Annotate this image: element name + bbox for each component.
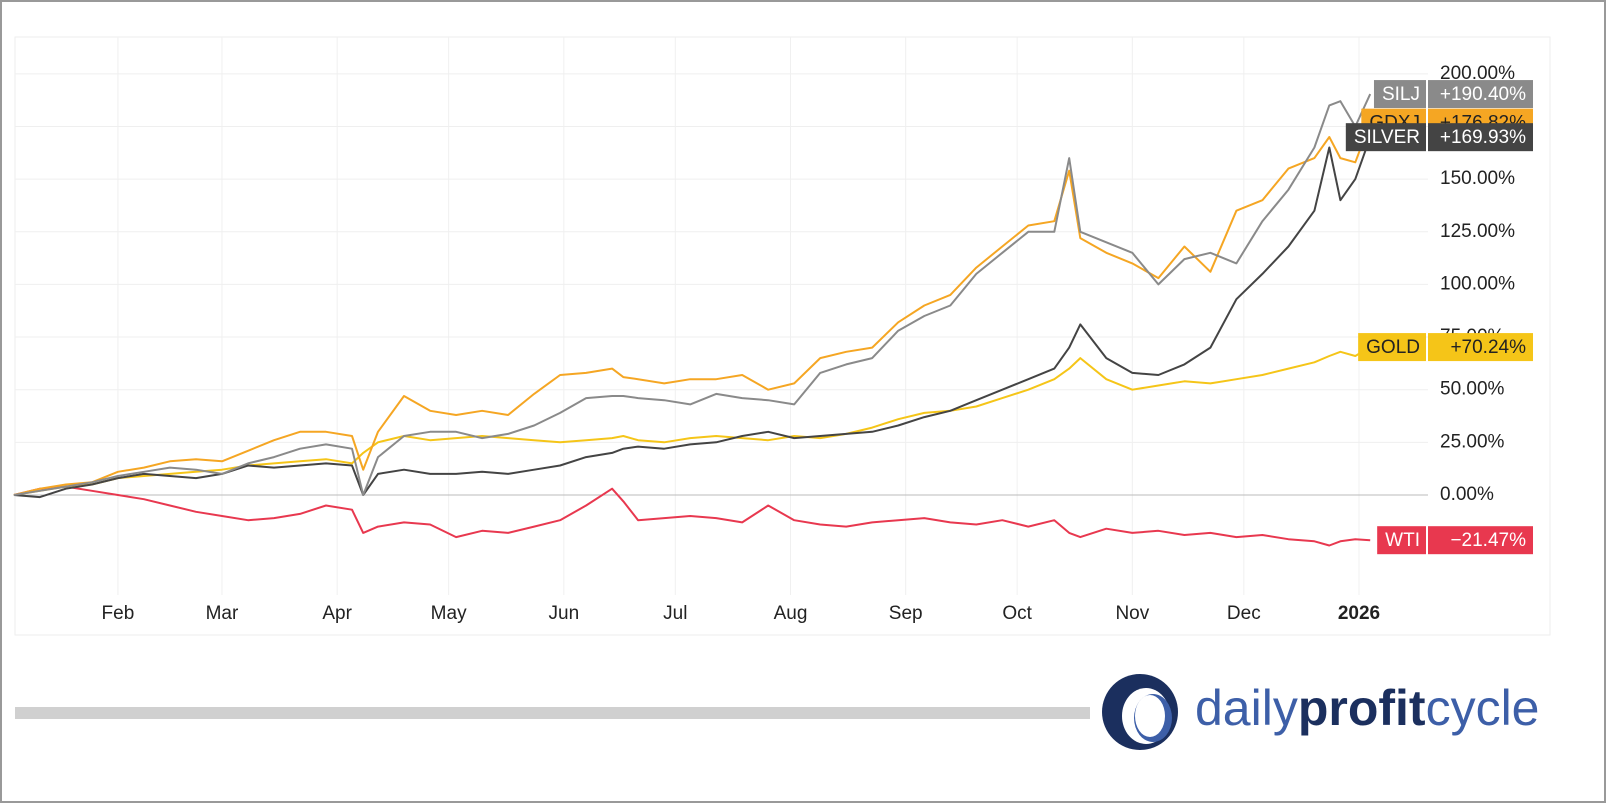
logo-cycle: cycle [1426,680,1540,736]
y-tick-label: 125.00% [1440,221,1515,242]
end-tag-name-box [1377,526,1426,555]
x-tick-label: Apr [322,603,352,624]
y-tick-label: 0.00% [1440,484,1494,505]
y-tick-label: 200.00% [1440,63,1515,84]
logo-daily: daily [1195,680,1298,736]
end-tag-name-box [1373,80,1426,109]
end-tag: +190.40% SILJ [1373,80,1533,109]
x-tick-label: Mar [206,603,239,624]
end-tag-value: +169.93% [1440,127,1526,148]
end-tag-value-box [1428,526,1533,555]
y-tick-label: 50.00% [1440,379,1505,400]
series-line [13,122,1372,496]
x-tick-label: Oct [1002,603,1032,624]
x-tick-label: Nov [1115,603,1149,624]
y-tick-label: 25.00% [1440,431,1505,452]
end-tag-value-box [1428,80,1533,109]
logo: dailyprofitcycle [1102,674,1540,750]
end-tag-name: GOLD [1366,337,1420,358]
y-tick-label: 150.00% [1440,168,1515,189]
x-tick-label: May [431,603,467,624]
series-line [13,136,1372,499]
plot-frame [14,36,1551,636]
x-tick-label: Jul [663,603,687,624]
x-tick-label: 2026 [1338,603,1380,624]
end-tag: +70.24% GOLD [1358,333,1533,362]
series-line [13,346,1371,496]
series-line [13,485,1371,547]
y-tick-label: 100.00% [1440,273,1515,294]
end-tag-name-box [1345,123,1426,152]
end-tag: +169.93% SILVER [1345,123,1533,152]
end-tag: −21.47% WTI [1377,526,1533,555]
end-tag-name: SILJ [1382,84,1420,105]
x-tick-label: Dec [1227,603,1261,624]
divider-bar [15,707,1090,719]
end-tag-name: WTI [1385,530,1420,551]
end-tag-name-box [1358,333,1426,362]
x-tick-label: Jun [549,603,580,624]
logo-text: dailyprofitcycle [1195,680,1540,736]
end-tag-value: −21.47% [1450,530,1526,551]
x-tick-label: Sep [889,603,923,624]
end-tag-name: SILVER [1354,127,1420,148]
x-tick-label: Aug [774,603,808,624]
logo-mark [1135,695,1165,737]
series-line [13,93,1372,496]
x-tick-label: Feb [102,603,135,624]
end-tag-value-box [1428,123,1533,152]
end-tag-value: +70.24% [1450,337,1526,358]
logo-profit: profit [1298,680,1426,736]
end-tag-value: +190.40% [1440,84,1526,105]
end-tag-value-box [1428,333,1533,362]
